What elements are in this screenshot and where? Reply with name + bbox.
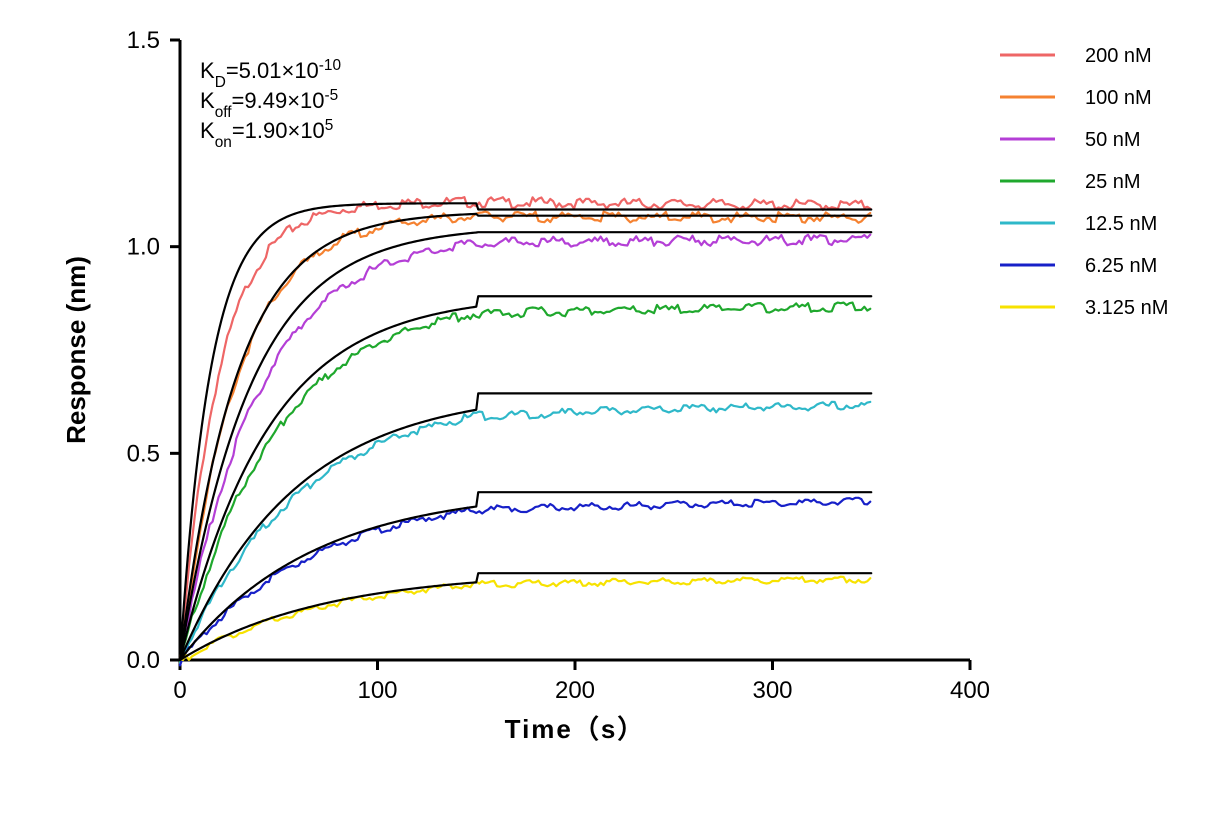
y-tick-label: 1.0 (127, 234, 160, 261)
series-fit (180, 492, 871, 660)
kinetics-chart: 0 100 200 300 400 0.0 0.5 1.0 1.5 Time（s） Response… (0, 0, 1231, 825)
kinetics-annotation: Koff=9.49×10-5 (200, 87, 338, 121)
y-tick-label: 1.5 (127, 27, 160, 54)
legend-label: 6.25 nM (1085, 255, 1157, 277)
chart-svg: 0 100 200 300 400 0.0 0.5 1.0 1.5 Time（s） Response… (0, 0, 1231, 825)
x-tick-label: 0 (173, 677, 186, 704)
fits (180, 203, 871, 660)
series-fit (180, 393, 871, 660)
series-trace (180, 577, 870, 660)
traces (180, 197, 870, 665)
x-axis-label: Time（s） (505, 714, 646, 744)
x-tick-label: 200 (555, 677, 595, 704)
y-tick-label: 0.5 (127, 440, 160, 467)
legend-label: 25 nM (1085, 171, 1141, 193)
y-axis-label: Response (nm) (61, 256, 91, 444)
legend-label: 200 nM (1085, 45, 1152, 67)
series-fit (180, 203, 871, 660)
series-trace (180, 402, 870, 663)
x-tick-label: 400 (950, 677, 990, 704)
series-trace (180, 212, 870, 658)
y-tick-label: 0.0 (127, 647, 160, 674)
kinetics-annotation: Kon=1.90×105 (200, 117, 333, 151)
series-fit (180, 573, 871, 660)
legend-label: 50 nM (1085, 129, 1141, 151)
legend-label: 100 nM (1085, 87, 1152, 109)
series-trace (180, 235, 870, 664)
series-trace (180, 197, 870, 663)
legend-label: 12.5 nM (1085, 213, 1157, 235)
x-tick-label: 300 (752, 677, 792, 704)
series-trace (180, 303, 870, 662)
legend-label: 3.125 nM (1085, 297, 1168, 319)
series-fit (180, 214, 871, 660)
x-tick-label: 100 (357, 677, 397, 704)
series-fit (180, 296, 871, 660)
kinetics-annotation: KD=5.01×10-10 (200, 57, 341, 91)
